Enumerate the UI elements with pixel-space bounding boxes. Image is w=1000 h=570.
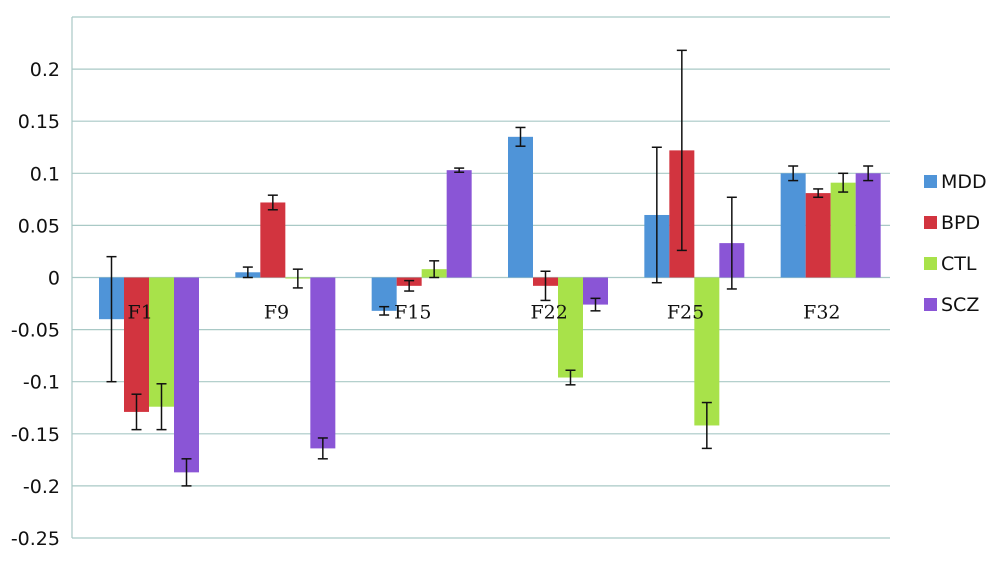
error-bar — [590, 297, 601, 312]
x-tick-label: F32 — [803, 302, 840, 324]
y-tick-label: -0.15 — [11, 424, 60, 446]
y-tick-label: 0.2 — [30, 59, 60, 81]
legend-item-ctl: CTL — [924, 253, 977, 275]
bar-bpd-f1 — [124, 277, 149, 412]
legend-swatch — [924, 216, 937, 229]
grid-layer — [71, 16, 890, 539]
bar-ctl-f22 — [558, 277, 583, 378]
y-tick-label: -0.05 — [11, 320, 60, 342]
error-bar — [701, 401, 712, 450]
bar-scz-f1 — [174, 277, 199, 473]
legend-item-bpd: BPD — [924, 212, 980, 234]
error-bar — [379, 305, 390, 316]
bar-scz-f9 — [310, 277, 336, 449]
y-tick-label: 0 — [48, 268, 60, 290]
error-bar — [454, 167, 465, 174]
legend-label: SCZ — [941, 294, 979, 316]
y-tick-label: -0.1 — [23, 372, 60, 394]
y-tick-label: 0.1 — [30, 163, 60, 185]
y-tick-label: 0.05 — [18, 215, 60, 237]
bar-ctl-f32 — [830, 182, 856, 278]
error-bar — [156, 383, 167, 431]
bar-mdd-f15 — [371, 277, 397, 311]
error-bar — [404, 279, 415, 292]
bar-scz-f15 — [446, 170, 472, 278]
y-tick-label: -0.2 — [23, 476, 60, 498]
bar-layer — [99, 49, 881, 487]
error-bar — [292, 268, 303, 289]
bar-mdd-f32 — [780, 173, 806, 278]
legend-swatch — [924, 175, 937, 188]
bar-bpd-f9 — [260, 202, 286, 278]
x-tick-label: F22 — [530, 302, 567, 324]
legend-label: CTL — [941, 253, 977, 275]
error-bar — [267, 194, 278, 211]
legend: MDD BPD CTL SCZ — [924, 171, 987, 316]
error-bar — [131, 393, 142, 431]
error-bar — [813, 188, 824, 199]
axis-layer: 0.2 0.15 0.1 0.05 0 -0.05 -0.1 -0.15 -0.2 -0.25 F1… — [11, 59, 841, 550]
error-bar — [429, 260, 440, 279]
error-bar — [838, 172, 849, 193]
error-bar — [565, 369, 576, 386]
legend-item-scz: SCZ — [924, 294, 979, 316]
error-bar — [181, 458, 192, 487]
legend-item-mdd: MDD — [924, 171, 987, 193]
error-bar — [242, 266, 253, 279]
bar-bpd-f32 — [805, 193, 831, 278]
bar-ctl-f25 — [694, 277, 720, 426]
error-bar — [788, 165, 799, 182]
error-bar — [106, 255, 117, 383]
legend-swatch — [924, 298, 937, 311]
legend-label: MDD — [941, 171, 987, 193]
bar-scz-f32 — [855, 173, 881, 278]
error-bar — [540, 270, 551, 302]
legend-label: BPD — [941, 212, 980, 234]
x-tick-label: F25 — [667, 302, 704, 324]
x-tick-label: F15 — [394, 302, 431, 324]
y-tick-label: 0.15 — [18, 111, 60, 133]
error-bar — [515, 126, 526, 147]
error-bar — [676, 49, 687, 252]
bar-mdd-f22 — [508, 136, 533, 278]
y-tick-label: -0.25 — [11, 528, 60, 550]
x-tick-label: F1 — [128, 302, 153, 324]
error-bar — [726, 196, 737, 290]
error-bar — [651, 146, 662, 284]
legend-swatch — [924, 257, 937, 270]
error-bar — [863, 165, 874, 182]
error-bar — [317, 437, 328, 460]
x-tick-label: F9 — [264, 302, 289, 324]
